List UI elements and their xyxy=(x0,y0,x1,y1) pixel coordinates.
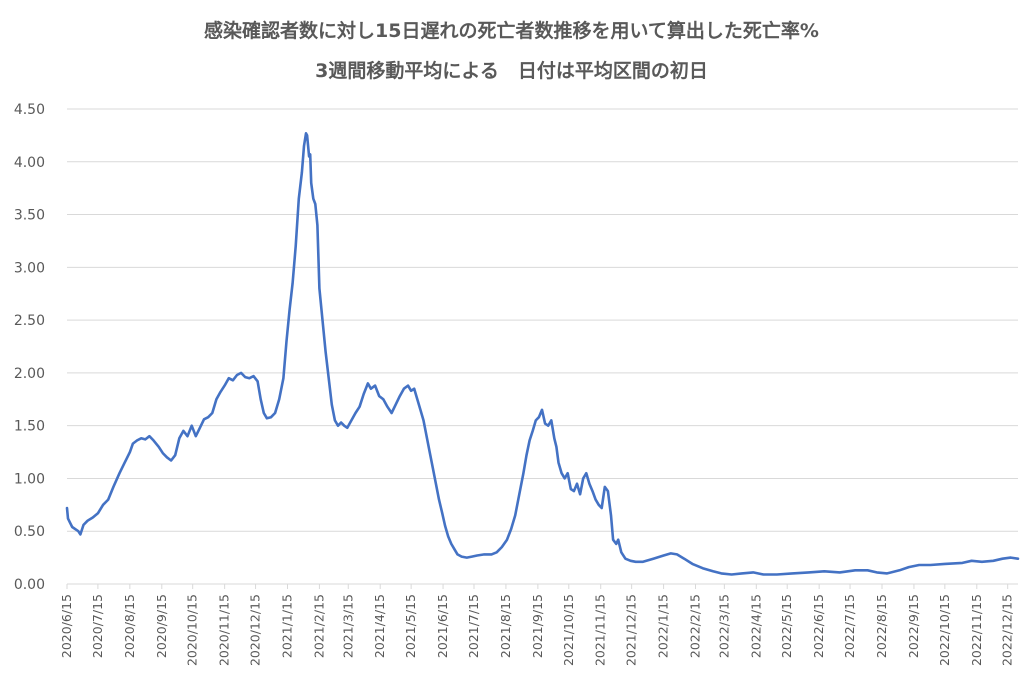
x-tick-label: 2021/11/15 xyxy=(593,594,608,666)
x-tick-label: 2021/12/15 xyxy=(624,594,639,666)
x-tick-label: 2021/6/15 xyxy=(435,594,450,658)
series-line xyxy=(65,132,1020,576)
chart-subtitle: 3週間移動平均による 日付は平均区間の初日 xyxy=(315,60,708,82)
gridlines xyxy=(67,108,1018,532)
x-tick-label: 2022/11/15 xyxy=(969,594,984,666)
y-tick-label: 0.00 xyxy=(14,577,45,593)
x-tick-label: 2020/9/15 xyxy=(154,594,169,658)
x-tick-label: 2022/6/15 xyxy=(811,594,826,658)
x-tick-label: 2022/5/15 xyxy=(779,594,794,658)
x-tick-label: 2020/7/15 xyxy=(90,594,105,658)
y-tick-label: 4.50 xyxy=(14,102,45,118)
y-tick-label: 2.00 xyxy=(14,366,45,382)
x-tick-label: 2022/10/15 xyxy=(937,594,952,666)
y-tick-label: 3.00 xyxy=(14,260,45,276)
x-tick-label: 2021/1/15 xyxy=(279,594,294,658)
x-tick-label: 2020/6/15 xyxy=(59,594,74,658)
x-tick-label: 2020/10/15 xyxy=(185,594,200,666)
x-axis-ticks: 2020/6/15 2020/7/15 2020/8/15 2020/9/15 2020… xyxy=(59,584,1015,666)
x-tick-label: 2022/8/15 xyxy=(874,594,889,658)
x-tick-label: 2021/8/15 xyxy=(498,594,513,658)
x-tick-label: 2022/12/15 xyxy=(1000,594,1015,666)
x-tick-label: 2022/9/15 xyxy=(906,594,921,658)
x-tick-label: 2021/2/15 xyxy=(311,594,326,658)
chart-title: 感染確認者数に対し15日遅れの死亡者数推移を用いて算出した死亡率% xyxy=(204,20,819,42)
x-tick-label: 2021/10/15 xyxy=(561,594,576,666)
y-tick-label: 0.50 xyxy=(14,524,45,540)
y-tick-label: 4.00 xyxy=(14,155,45,171)
x-tick-label: 2022/7/15 xyxy=(842,594,857,658)
x-tick-label: 2021/5/15 xyxy=(403,594,418,658)
x-tick-label: 2022/4/15 xyxy=(748,594,763,658)
x-tick-label: 2020/11/15 xyxy=(217,594,232,666)
x-tick-label: 2020/12/15 xyxy=(248,594,263,666)
x-tick-label: 2022/2/15 xyxy=(688,594,703,658)
x-tick-label: 2021/3/15 xyxy=(340,594,355,658)
x-tick-label: 2021/9/15 xyxy=(530,594,545,658)
x-tick-label: 2022/1/15 xyxy=(656,594,671,658)
y-tick-label: 1.00 xyxy=(14,471,45,487)
y-axis-ticks: 0.00 0.50 1.00 1.50 2.00 2.50 3.00 3.50 4.00 4.50 xyxy=(14,102,45,593)
y-tick-label: 1.50 xyxy=(14,419,45,435)
x-tick-label: 2020/8/15 xyxy=(122,594,137,658)
x-tick-label: 2021/7/15 xyxy=(466,594,481,658)
y-tick-label: 2.50 xyxy=(14,313,45,329)
x-tick-label: 2022/3/15 xyxy=(716,594,731,658)
y-tick-label: 3.50 xyxy=(14,208,45,224)
x-tick-label: 2021/4/15 xyxy=(372,594,387,658)
